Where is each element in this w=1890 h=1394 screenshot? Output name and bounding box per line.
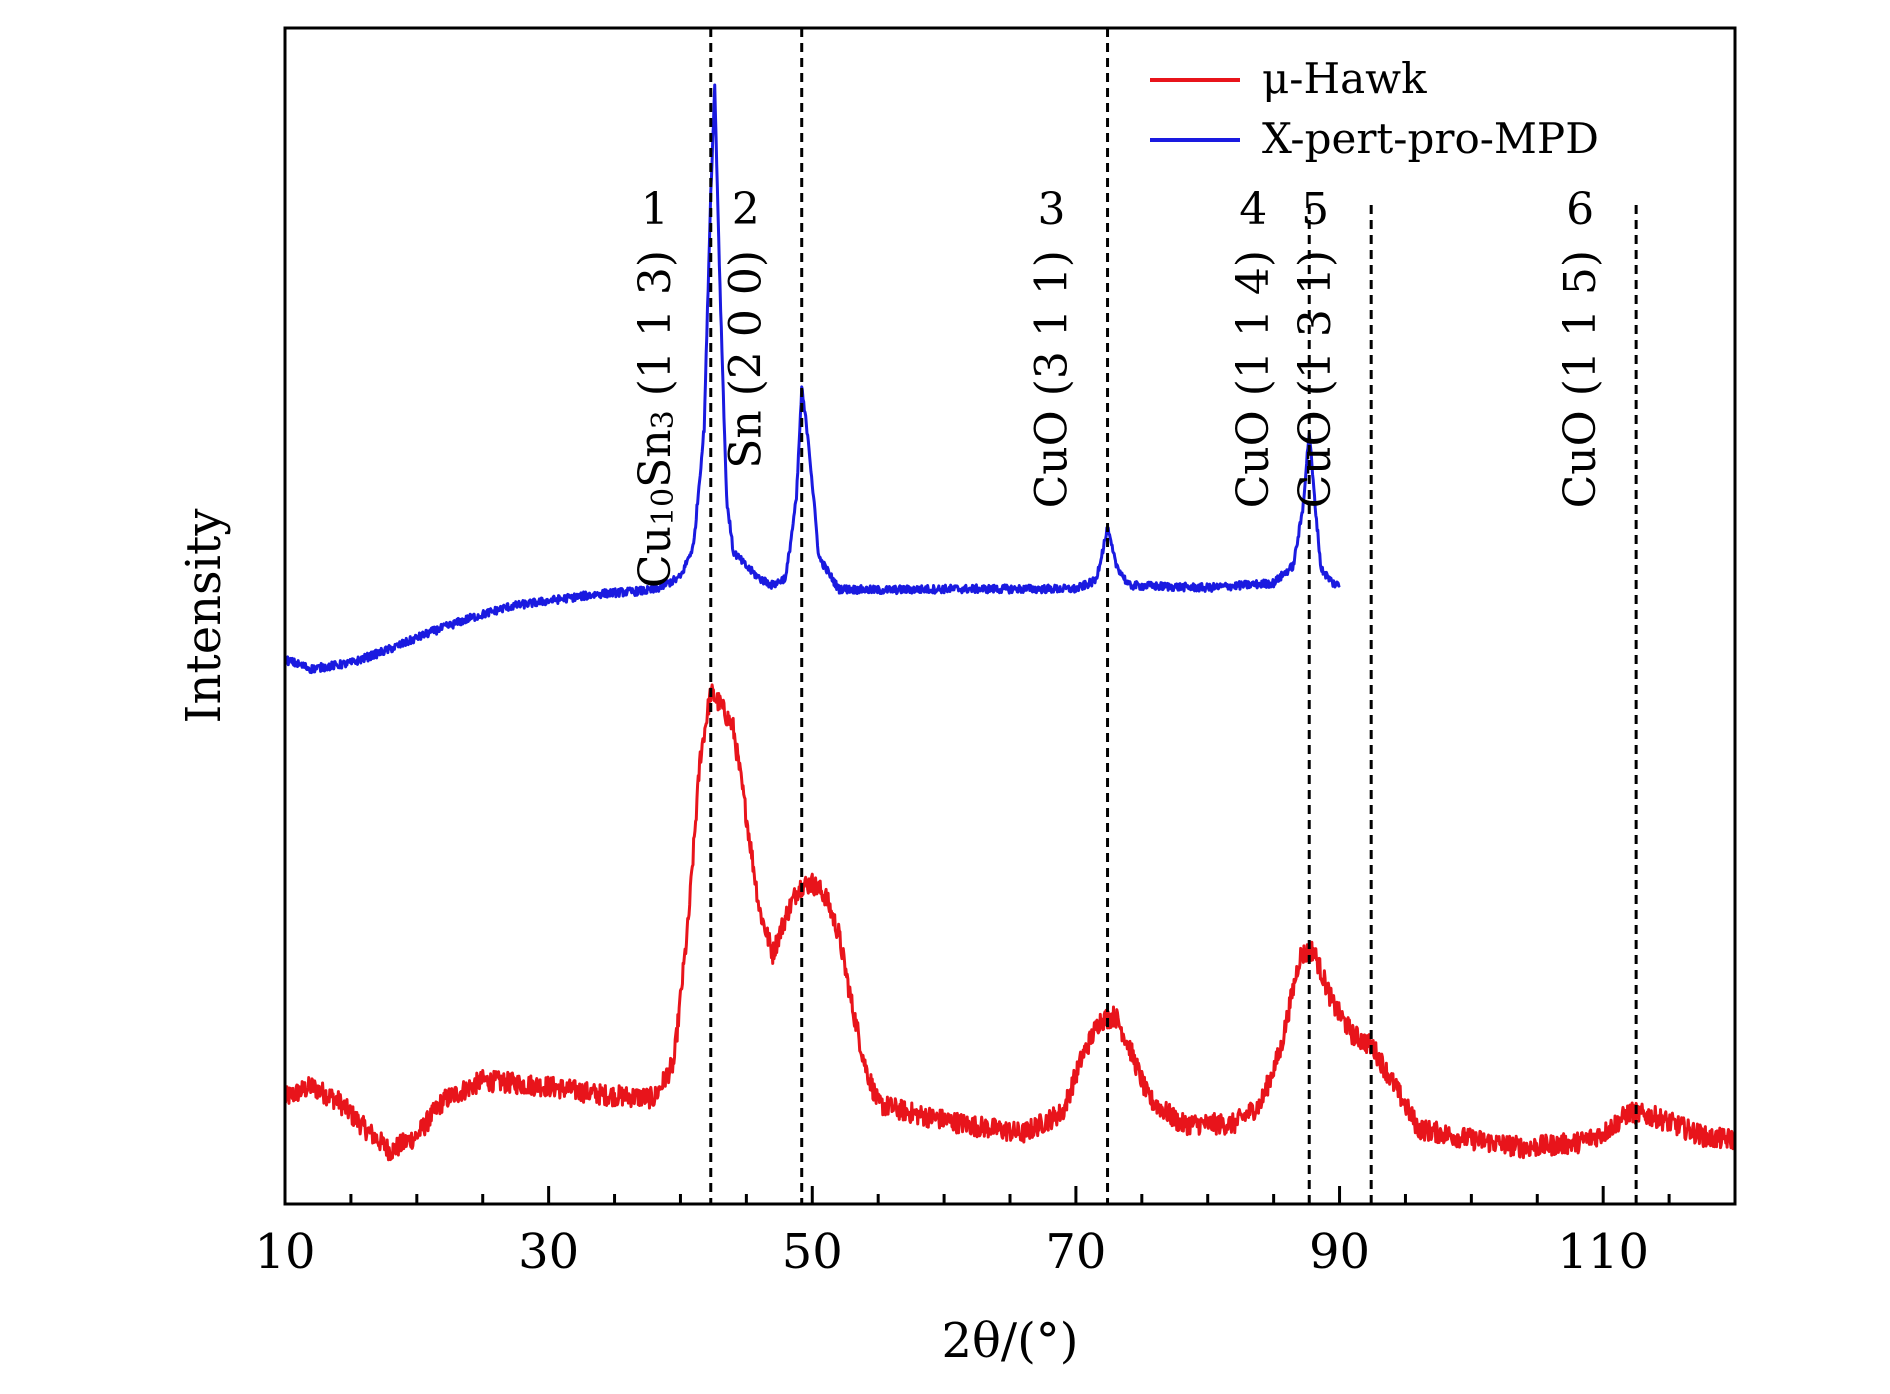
reference-number-4: 4 (1239, 184, 1267, 235)
reference-label-5: CuO (1 3 1) (1290, 250, 1341, 508)
reference-number-1: 1 (641, 184, 669, 235)
reference-label-6: CuO (1 1 5) (1555, 250, 1606, 508)
plot-frame (283, 26, 1737, 1206)
legend-label-hawk: μ-Hawk (1262, 54, 1427, 103)
reference-label-2: Sn (2 0 0) (720, 250, 771, 469)
x-tick-label-90: 90 (1309, 1224, 1370, 1280)
series-layer (283, 83, 1737, 1162)
reference-label-4: CuO (1 1 4) (1228, 250, 1279, 508)
x-tick-label-10: 10 (254, 1224, 315, 1280)
reference-label-3: CuO (3 1 1) (1026, 250, 1077, 508)
legend-label-xpert: X-pert-pro-MPD (1262, 114, 1599, 163)
reference-number-2: 2 (732, 184, 760, 235)
series-line-1 (283, 83, 1341, 675)
x-tick-label-70: 70 (1045, 1224, 1106, 1280)
axes: 10 30 50 70 90 110 (254, 1186, 1671, 1280)
series-line-0 (283, 683, 1737, 1162)
legend-background (1140, 50, 1700, 170)
reference-lines: 1 Cu10Sn3 (1 1 3) 2 Sn (2 0 0) 3 CuO (3 1 1) 4… (629, 28, 1638, 1204)
y-axis-label: Intensity (176, 509, 232, 724)
reference-number-3: 3 (1038, 184, 1066, 235)
reference-label-1: Cu10Sn3 (1 1 3) (629, 250, 680, 588)
x-tick-label-50: 50 (782, 1224, 843, 1280)
x-tick-label-110: 110 (1557, 1224, 1649, 1280)
legend: μ-Hawk X-pert-pro-MPD (1140, 50, 1700, 170)
reference-number-6: 6 (1566, 184, 1594, 235)
reference-number-5: 5 (1301, 184, 1329, 235)
x-tick-label-30: 30 (518, 1224, 579, 1280)
x-axis-label: 2θ/(°) (941, 1313, 1078, 1369)
